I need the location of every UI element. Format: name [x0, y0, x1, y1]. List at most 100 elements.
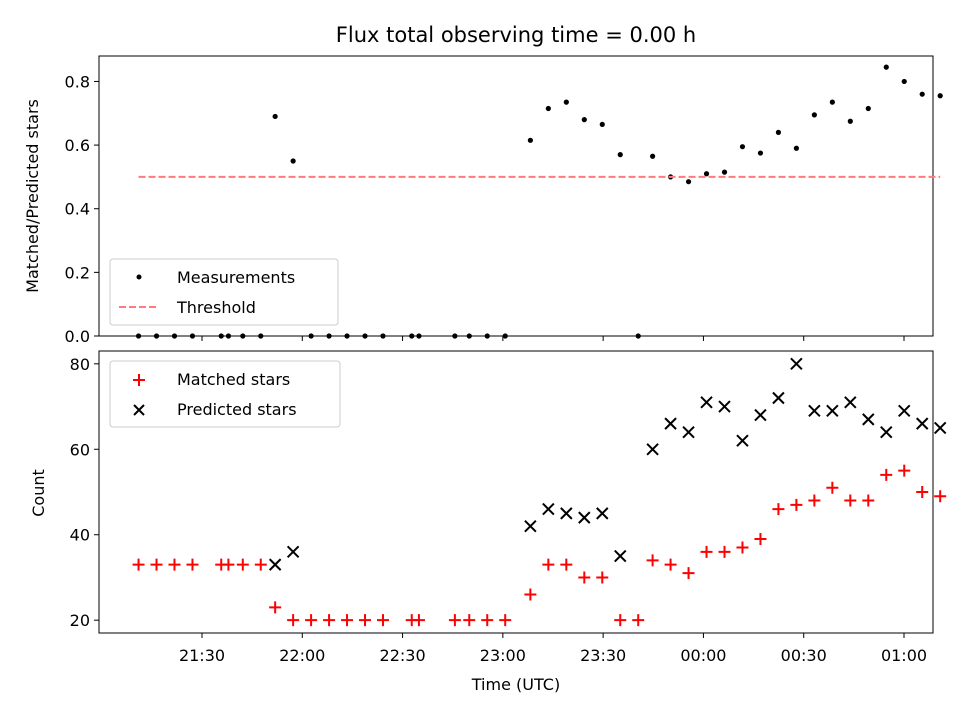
measurement-point: [290, 158, 296, 164]
measurement-point: [240, 333, 246, 339]
y-tick-label-ratio: 0.6: [65, 136, 90, 155]
matched-star-point: [524, 588, 537, 601]
matched-star-point: [481, 614, 494, 627]
matched-star-point: [236, 558, 249, 571]
matched-star-point: [898, 464, 911, 477]
predicted-star-point: [808, 404, 821, 418]
axes-frame-ratio: [98, 55, 934, 337]
matched-star-point: [578, 571, 591, 584]
matched-star-point: [269, 601, 282, 614]
measurement-point: [599, 121, 605, 128]
x-tick-label: 01:00: [881, 646, 927, 665]
measurement-point: [153, 333, 160, 339]
x-tick-label: 23:00: [480, 646, 526, 665]
measurement-point: [326, 333, 332, 339]
predicted-star-point: [578, 511, 591, 524]
matched-star-point: [880, 468, 893, 481]
chart-title: Flux total observing time = 0.00 h: [336, 23, 696, 47]
measurement-point: [344, 333, 350, 339]
measurement-point: [757, 150, 764, 156]
matched-star-point: [614, 614, 627, 627]
predicted-star-point: [614, 549, 627, 563]
measurement-point: [617, 152, 623, 158]
measurement-point: [703, 171, 710, 177]
predicted-star-point: [596, 507, 609, 520]
measurement-point: [135, 333, 142, 339]
legend-predicted-marker: [133, 404, 145, 416]
y-tick-label-ratio: 0.4: [65, 200, 90, 219]
y-tick-label-count: 60: [70, 440, 90, 459]
predicted-star-point: [880, 425, 893, 439]
measurement-point: [865, 105, 871, 112]
measurement-point: [919, 91, 925, 97]
matched-star-point: [376, 614, 389, 627]
predicted-star-point: [862, 413, 875, 426]
matched-star-point: [323, 614, 336, 627]
matched-star-point: [463, 614, 476, 627]
x-tick-label: 22:00: [279, 646, 325, 665]
matched-star-point: [254, 558, 267, 571]
measurement-point: [650, 153, 656, 159]
measurement-point: [502, 333, 508, 339]
y-tick-label-count: 80: [70, 355, 90, 374]
measurement-point: [272, 113, 278, 120]
predicted-star-point: [772, 391, 785, 405]
predicted-star-point: [664, 417, 677, 430]
measurement-point: [883, 64, 889, 70]
predicted-star-point: [682, 425, 695, 439]
axes-frame-count: [98, 350, 934, 634]
predicted-star-point: [718, 400, 731, 413]
measurement-point: [308, 333, 314, 339]
y-axis-title-count: Count: [29, 469, 48, 517]
measurement-point: [811, 112, 817, 118]
matched-star-point: [632, 614, 645, 627]
x-tick-label: 23:30: [580, 646, 626, 665]
predicted-star-point: [524, 519, 537, 533]
matched-star-point: [646, 554, 659, 567]
measurement-point: [775, 129, 782, 135]
x-tick-label: 00:00: [680, 646, 726, 665]
panel-ratio: 0.0 0.2 0.4 0.6 0.8: [65, 55, 943, 346]
predicted-star-point: [898, 404, 911, 418]
measurement-point: [829, 99, 835, 105]
predicted-star-point: [790, 357, 803, 371]
panel-counts: 20 40 60 80 21:30 22:00 22:30 23:00 23:30 00:00 00…: [70, 350, 947, 665]
measurement-point: [901, 78, 907, 85]
matched-star-point: [341, 614, 354, 627]
predicted-star-point: [542, 502, 555, 516]
measurement-point: [362, 333, 368, 339]
measurement-point: [527, 137, 533, 143]
matched-star-point: [560, 558, 573, 571]
measurement-point: [685, 179, 692, 185]
legend-matched-marker: [133, 374, 145, 386]
measurement-point: [258, 333, 264, 339]
matched-star-point: [916, 486, 929, 498]
matched-star-point: [844, 494, 857, 507]
measurement-point: [581, 117, 587, 123]
measurement-point: [484, 333, 490, 339]
matched-star-point: [790, 498, 803, 511]
predicted-star-point: [286, 545, 300, 559]
measurement-point: [218, 333, 224, 339]
matched-star-point: [359, 614, 372, 627]
y-tick-label-ratio: 0.8: [65, 72, 90, 91]
legend-counts: Matched stars Predicted stars: [109, 360, 341, 428]
matched-star-point: [287, 614, 300, 627]
measurement-point: [721, 169, 728, 175]
matched-star-point: [682, 567, 695, 580]
predicted-star-point: [754, 408, 767, 422]
measurement-point: [380, 333, 386, 339]
matched-star-point: [934, 490, 947, 503]
matched-star-point: [736, 541, 749, 554]
legend-ratio-frame: [109, 258, 339, 326]
matched-star-point: [596, 571, 609, 584]
predicted-star-point: [646, 443, 659, 456]
measurement-point: [171, 333, 178, 339]
y-tick-label-count: 40: [70, 526, 90, 545]
y-tick-label-ratio: 0.0: [65, 327, 90, 346]
y-tick-label-count: 20: [70, 611, 90, 630]
legend-matched-label: Matched stars: [177, 370, 290, 389]
y-axis-title-ratio: Matched/Predicted stars: [23, 99, 42, 293]
x-tick-label: 21:30: [179, 646, 225, 665]
predicted-star-point: [933, 421, 947, 435]
